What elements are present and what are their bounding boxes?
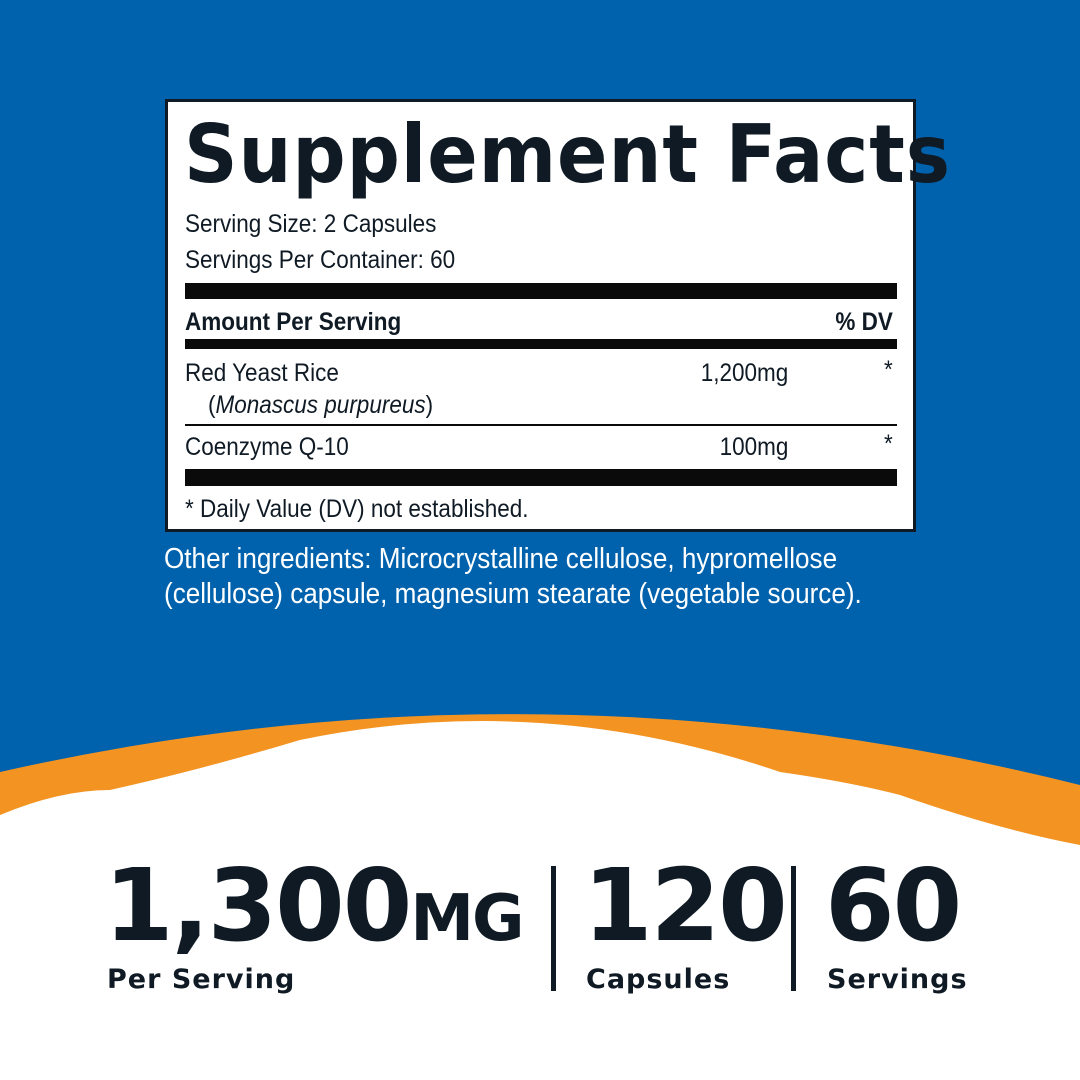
stat-label: Servings [827,964,968,995]
supplement-facts-panel: Supplement Facts Serving Size: 2 Capsule… [165,99,950,532]
stat-per-serving: 1,300MG [104,856,525,956]
stat-value: 1,300 [104,847,412,964]
header-amount: Amount Per Serving [185,308,402,336]
serving-size: Serving Size: 2 Capsules [185,210,437,238]
stat-value: 120 [583,847,788,964]
label-title: Supplement Facts [184,108,951,201]
other-ingredients-line: Other ingredients: Microcrystalline cell… [164,543,838,575]
stat-value: 60 [825,847,962,964]
ingredient-dv: * [884,430,893,458]
divider-line [185,424,897,426]
ingredient-name: Coenzyme Q-10 [185,433,349,461]
other-ingredients: Other ingredients: Microcrystalline cell… [164,542,862,612]
divider-bar [185,469,897,486]
stat-unit: MG [410,882,524,956]
footnote: * Daily Value (DV) not established. [185,495,529,523]
ingredient-amount: 1,200mg [700,359,788,387]
ingredient-subname: (Monascus purpureus) [208,391,434,419]
other-ingredients-line: (cellulose) capsule, magnesium stearate … [164,578,862,610]
ingredient-amount: 100mg [719,433,788,461]
divider-bar [185,339,897,349]
stat-divider [791,866,796,991]
ingredient-name: Red Yeast Rice [185,359,339,387]
stat-label: Per Serving [107,964,296,995]
white-area [0,721,1080,1080]
ingredient-dv: * [884,356,893,384]
stat-divider [551,866,556,991]
divider-bar [185,283,897,299]
stat-label: Capsules [586,964,731,995]
servings-per-container: Servings Per Container: 60 [185,246,456,274]
header-dv: % DV [835,308,893,336]
